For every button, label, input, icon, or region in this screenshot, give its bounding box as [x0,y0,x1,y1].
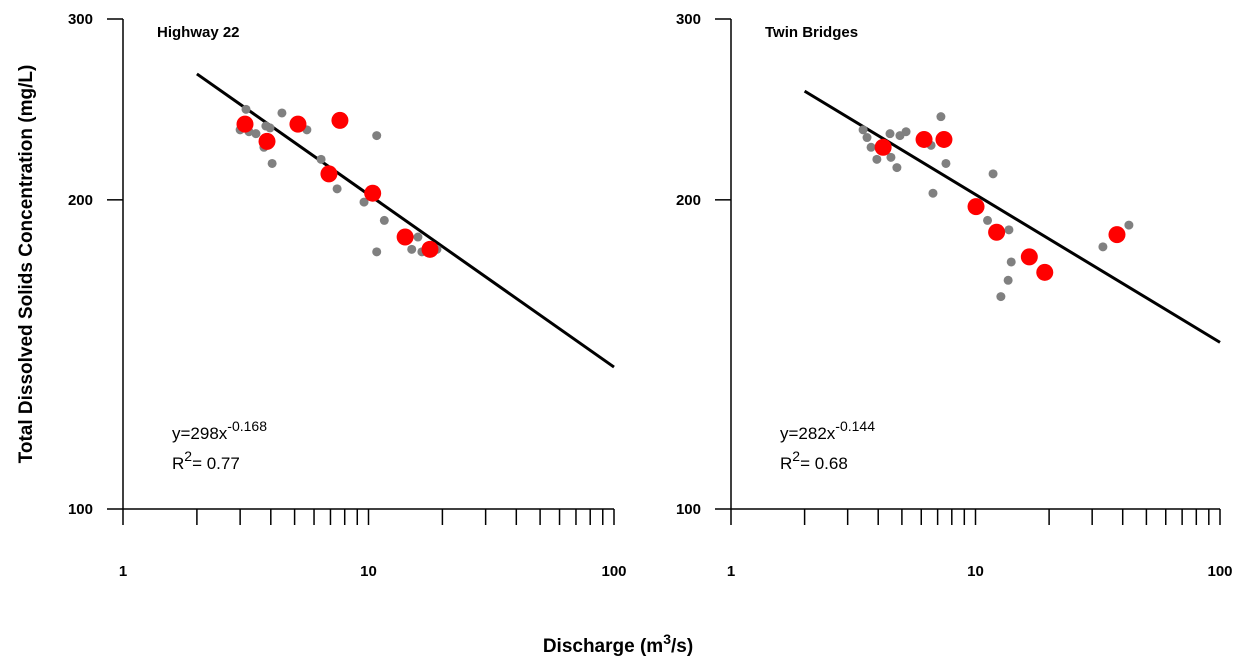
data-point [236,115,254,133]
data-point [332,184,342,194]
data-point [1004,225,1014,235]
data-point [967,198,985,216]
data-point [866,142,876,152]
data-point [886,152,896,162]
data-point [277,108,287,118]
data-point [988,169,998,179]
x-axis-label-text: Discharge (m [543,636,663,657]
data-point [874,138,892,156]
x-tick-label: 1 [727,563,735,580]
data-point [1006,257,1016,267]
r-squared-value: = 0.68 [800,454,848,473]
fit-line [196,72,615,369]
data-point [396,228,414,246]
data-point [372,131,382,141]
data-point [858,125,868,135]
data-point [901,127,911,137]
x-tick-label: 100 [1207,563,1232,580]
panel: 100 200 300 1 10 100 Twin Bridges y=282x-0.144 R… [676,11,1233,580]
y-tick-label: 100 [676,501,701,518]
x-tick-label: 100 [601,563,626,580]
equation-base: y=298x [172,424,228,443]
data-point [941,158,951,168]
data-point [988,223,1006,241]
data-point [936,112,946,122]
data-point [289,115,307,133]
x-axis-label-sup: 3 [663,631,671,647]
data-point [862,133,872,143]
y-tick-label: 300 [68,11,93,28]
data-point [983,215,993,225]
data-point [1098,242,1108,252]
data-point [265,123,275,133]
x-tick-label: 10 [967,563,984,580]
equation-base: y=282x [780,424,836,443]
y-tick-label: 200 [68,192,93,209]
data-point [251,129,261,139]
panel: 100 200 300 1 10 100 Highway 22 y=298x-0.168 R2=… [68,11,627,580]
equation-exponent: -0.144 [835,418,875,434]
fit-equation: y=298x-0.168 [172,418,267,443]
fit-equation: y=282x-0.144 [780,418,875,443]
fit-line [803,89,1221,344]
x-tick-label: 1 [119,563,127,580]
data-point [1020,248,1038,266]
r-label: R [172,454,184,473]
data-point [331,111,349,129]
data-point [996,292,1006,302]
data-point [1124,220,1134,230]
data-point [935,130,953,148]
x-tick-label: 10 [360,563,377,580]
data-point [1036,263,1054,281]
panel-title: Twin Bridges [765,24,858,41]
r-sup: 2 [792,448,800,464]
data-point [885,129,895,139]
data-point [928,188,938,198]
data-point [872,154,882,164]
data-point [359,197,369,207]
r-squared: R2= 0.77 [172,448,240,473]
data-point [1003,275,1013,285]
panel-title: Highway 22 [157,24,240,41]
data-point [320,165,338,183]
data-point [267,158,277,168]
y-tick-label: 200 [676,192,701,209]
data-point [915,130,933,148]
y-tick-label: 100 [68,501,93,518]
r-sup: 2 [184,448,192,464]
r-squared: R2= 0.68 [780,448,848,473]
data-point [364,184,382,202]
data-point [421,240,439,258]
x-axis-label: Discharge (m3/s) [543,631,693,657]
data-point [407,244,417,254]
data-point [258,132,276,150]
r-squared-value: = 0.77 [192,454,240,473]
data-point [892,163,902,173]
data-point [372,247,382,257]
data-point [379,215,389,225]
x-axis-label-tail: /s) [671,636,693,657]
data-point [316,154,326,164]
data-point [241,104,251,114]
equation-exponent: -0.168 [227,418,267,434]
y-axis-label: Total Dissolved Solids Concentration (mg… [16,65,37,464]
y-tick-label: 300 [676,11,701,28]
r-label: R [780,454,792,473]
data-point [1108,226,1126,244]
data-point [413,232,423,242]
